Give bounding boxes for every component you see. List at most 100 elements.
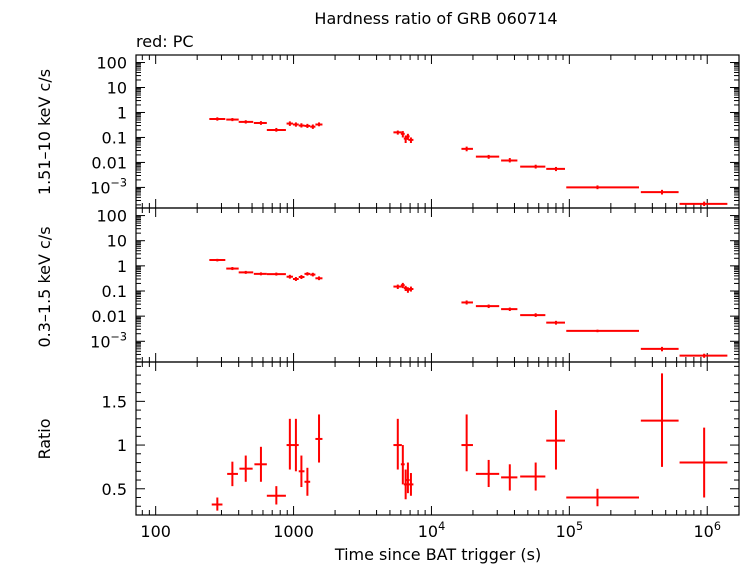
x-tick-labels: 100 1000 104 105 106 [140,520,721,541]
panel-soft-band-ylabel: 0.3–1.5 keV c/s [35,226,54,347]
panel-soft-band-frame [135,207,740,363]
y-tick-label: 0.1 [102,128,127,147]
y-tick-label: 0.5 [102,480,127,499]
y-tick-label: 100 [96,54,127,73]
data-point [408,137,414,144]
x-tick-label: 100 [140,522,171,541]
data-point [315,414,323,463]
panel-ratio-frame [135,361,740,516]
data-point [679,201,728,207]
data-point [315,276,323,281]
data-point [400,131,405,138]
data-point [298,275,305,280]
y-tick-label: 10−3 [90,330,127,351]
data-point [292,418,299,472]
data-point [209,258,226,262]
data-point [315,122,323,127]
data-point [286,418,293,470]
y-tick-label: 0.1 [102,282,127,301]
data-point [227,461,238,487]
y-tick-label: 100 [96,207,127,226]
data-point [211,497,223,511]
y-tick-label: 0.01 [91,153,127,172]
data-point [253,121,267,125]
data-point [393,284,402,290]
data-point [501,158,518,163]
y-tick-label: 1 [117,103,127,122]
data-point [253,272,267,276]
data-point [546,410,565,470]
data-point [566,185,639,190]
data-point [546,166,565,172]
data-point [393,130,402,135]
data-point [226,267,239,271]
panel-hard-band: 100 10 1 0.1 0.01 10−3 [90,54,740,209]
x-tick-label: 104 [418,520,445,541]
data-point [408,473,414,496]
panel-hard-band-frame [135,54,740,209]
chart-subtitle: red: PC [136,32,194,51]
data-point [408,286,414,292]
chart-title: Hardness ratio of GRB 060714 [314,9,557,28]
data-point [298,123,305,128]
x-axis-label: Time since BAT trigger (s) [334,545,541,564]
y-tick-label: 10−3 [90,176,127,197]
y-tick-label: 1 [117,436,127,455]
panel-ratio: 0.5 1 1.5 [102,361,740,516]
data-point [566,329,639,333]
data-point [239,455,253,482]
data-point [520,313,546,317]
y-tick-label: 10 [107,78,127,97]
data-point [310,124,316,129]
data-point [406,133,410,140]
data-point [475,459,500,488]
data-point [286,121,293,126]
data-point [286,274,293,279]
data-point [679,427,728,498]
panel-soft-band: 100 10 1 0.1 0.01 10−3 [90,207,740,363]
data-point [226,118,239,122]
data-point [400,282,405,289]
panel-ratio-ylabel: Ratio [35,418,54,459]
data-point [254,446,267,482]
data-point [520,462,546,491]
data-point [461,414,473,472]
data-point [292,277,299,281]
x-tick-label: 106 [693,520,720,541]
data-point [546,320,565,325]
data-point [304,467,311,496]
data-point [209,117,226,121]
data-point [640,373,679,467]
x-tick-label: 1000 [273,522,314,541]
y-tick-label: 1 [117,257,127,276]
data-point [304,272,311,276]
data-point [266,127,286,132]
data-point [640,346,679,352]
data-point [461,300,473,305]
x-tick-label: 105 [556,520,583,541]
y-tick-label: 1.5 [102,392,127,411]
data-point [406,462,410,494]
data-point [501,307,518,312]
data-point [393,418,402,470]
data-point [501,464,518,491]
data-point [266,272,286,276]
data-point [298,455,305,488]
data-point [566,488,639,507]
data-point [679,353,728,358]
panel-hard-band-ylabel: 1.51–10 keV c/s [35,69,54,195]
data-point [238,270,254,274]
data-point [403,135,408,144]
y-tick-label: 0.01 [91,307,127,326]
data-point [292,122,299,127]
data-point [238,120,254,124]
data-point [461,146,473,152]
data-point [403,285,408,291]
data-point [520,164,546,169]
y-tick-label: 10 [107,232,127,251]
data-point [640,189,679,195]
data-point [266,486,286,505]
data-point [310,272,316,277]
data-point [304,123,311,128]
